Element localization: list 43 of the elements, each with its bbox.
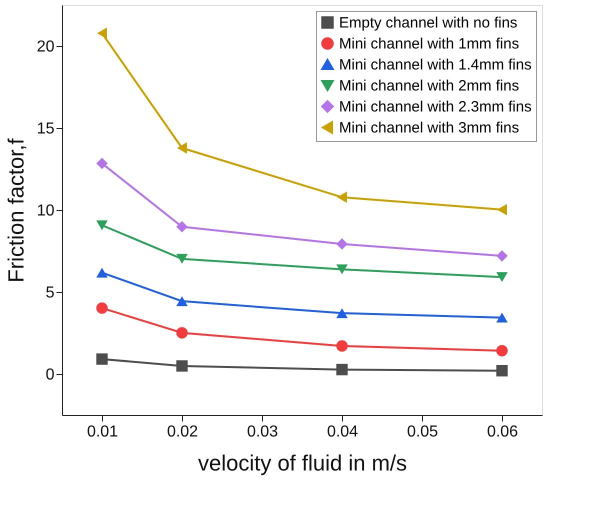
point — [96, 158, 108, 170]
point — [336, 364, 348, 376]
point — [96, 268, 108, 278]
point — [176, 360, 188, 372]
point — [177, 142, 187, 154]
legend-label: Mini channel with 1mm fins — [339, 36, 520, 52]
point — [496, 272, 508, 282]
point — [497, 204, 507, 216]
x-tick-label: 0.05 — [406, 424, 438, 440]
point — [176, 254, 188, 264]
point — [496, 345, 508, 356]
point — [176, 296, 188, 306]
point — [336, 308, 348, 318]
point — [336, 238, 348, 250]
point — [176, 221, 188, 232]
point — [496, 365, 508, 376]
x-tick-label: 0.01 — [86, 424, 118, 440]
x-tick-label: 0.03 — [246, 424, 278, 440]
point — [496, 312, 508, 323]
legend-label: Mini channel with 2mm fins — [339, 78, 520, 94]
point — [96, 220, 108, 230]
y-tick-label: 0 — [46, 366, 55, 384]
point — [96, 353, 108, 365]
point — [176, 327, 188, 339]
legend-label: Mini channel with 2.3mm fins — [339, 98, 532, 116]
point — [96, 302, 108, 314]
y-tick-label: 20 — [36, 38, 55, 56]
y-axis-title: Friction factor,f — [4, 137, 29, 283]
point — [336, 264, 348, 274]
point — [496, 250, 508, 262]
legend-label: Mini channel with 3mm fins — [339, 120, 520, 136]
y-tick-label: 5 — [46, 284, 55, 302]
y-tick-label: 10 — [36, 202, 55, 220]
point — [337, 192, 347, 203]
y-tick-label: 15 — [36, 120, 55, 138]
point — [97, 28, 107, 39]
x-tick-label: 0.02 — [166, 424, 198, 440]
x-axis-title: velocity of fluid in m/s — [198, 450, 408, 476]
legend-label: Empty channel with no fins — [339, 14, 518, 32]
x-tick-label: 0.04 — [326, 424, 358, 440]
x-tick-label: 0.06 — [486, 424, 518, 440]
point — [336, 340, 348, 352]
legend-label: Mini channel with 1.4mm fins — [339, 56, 532, 74]
